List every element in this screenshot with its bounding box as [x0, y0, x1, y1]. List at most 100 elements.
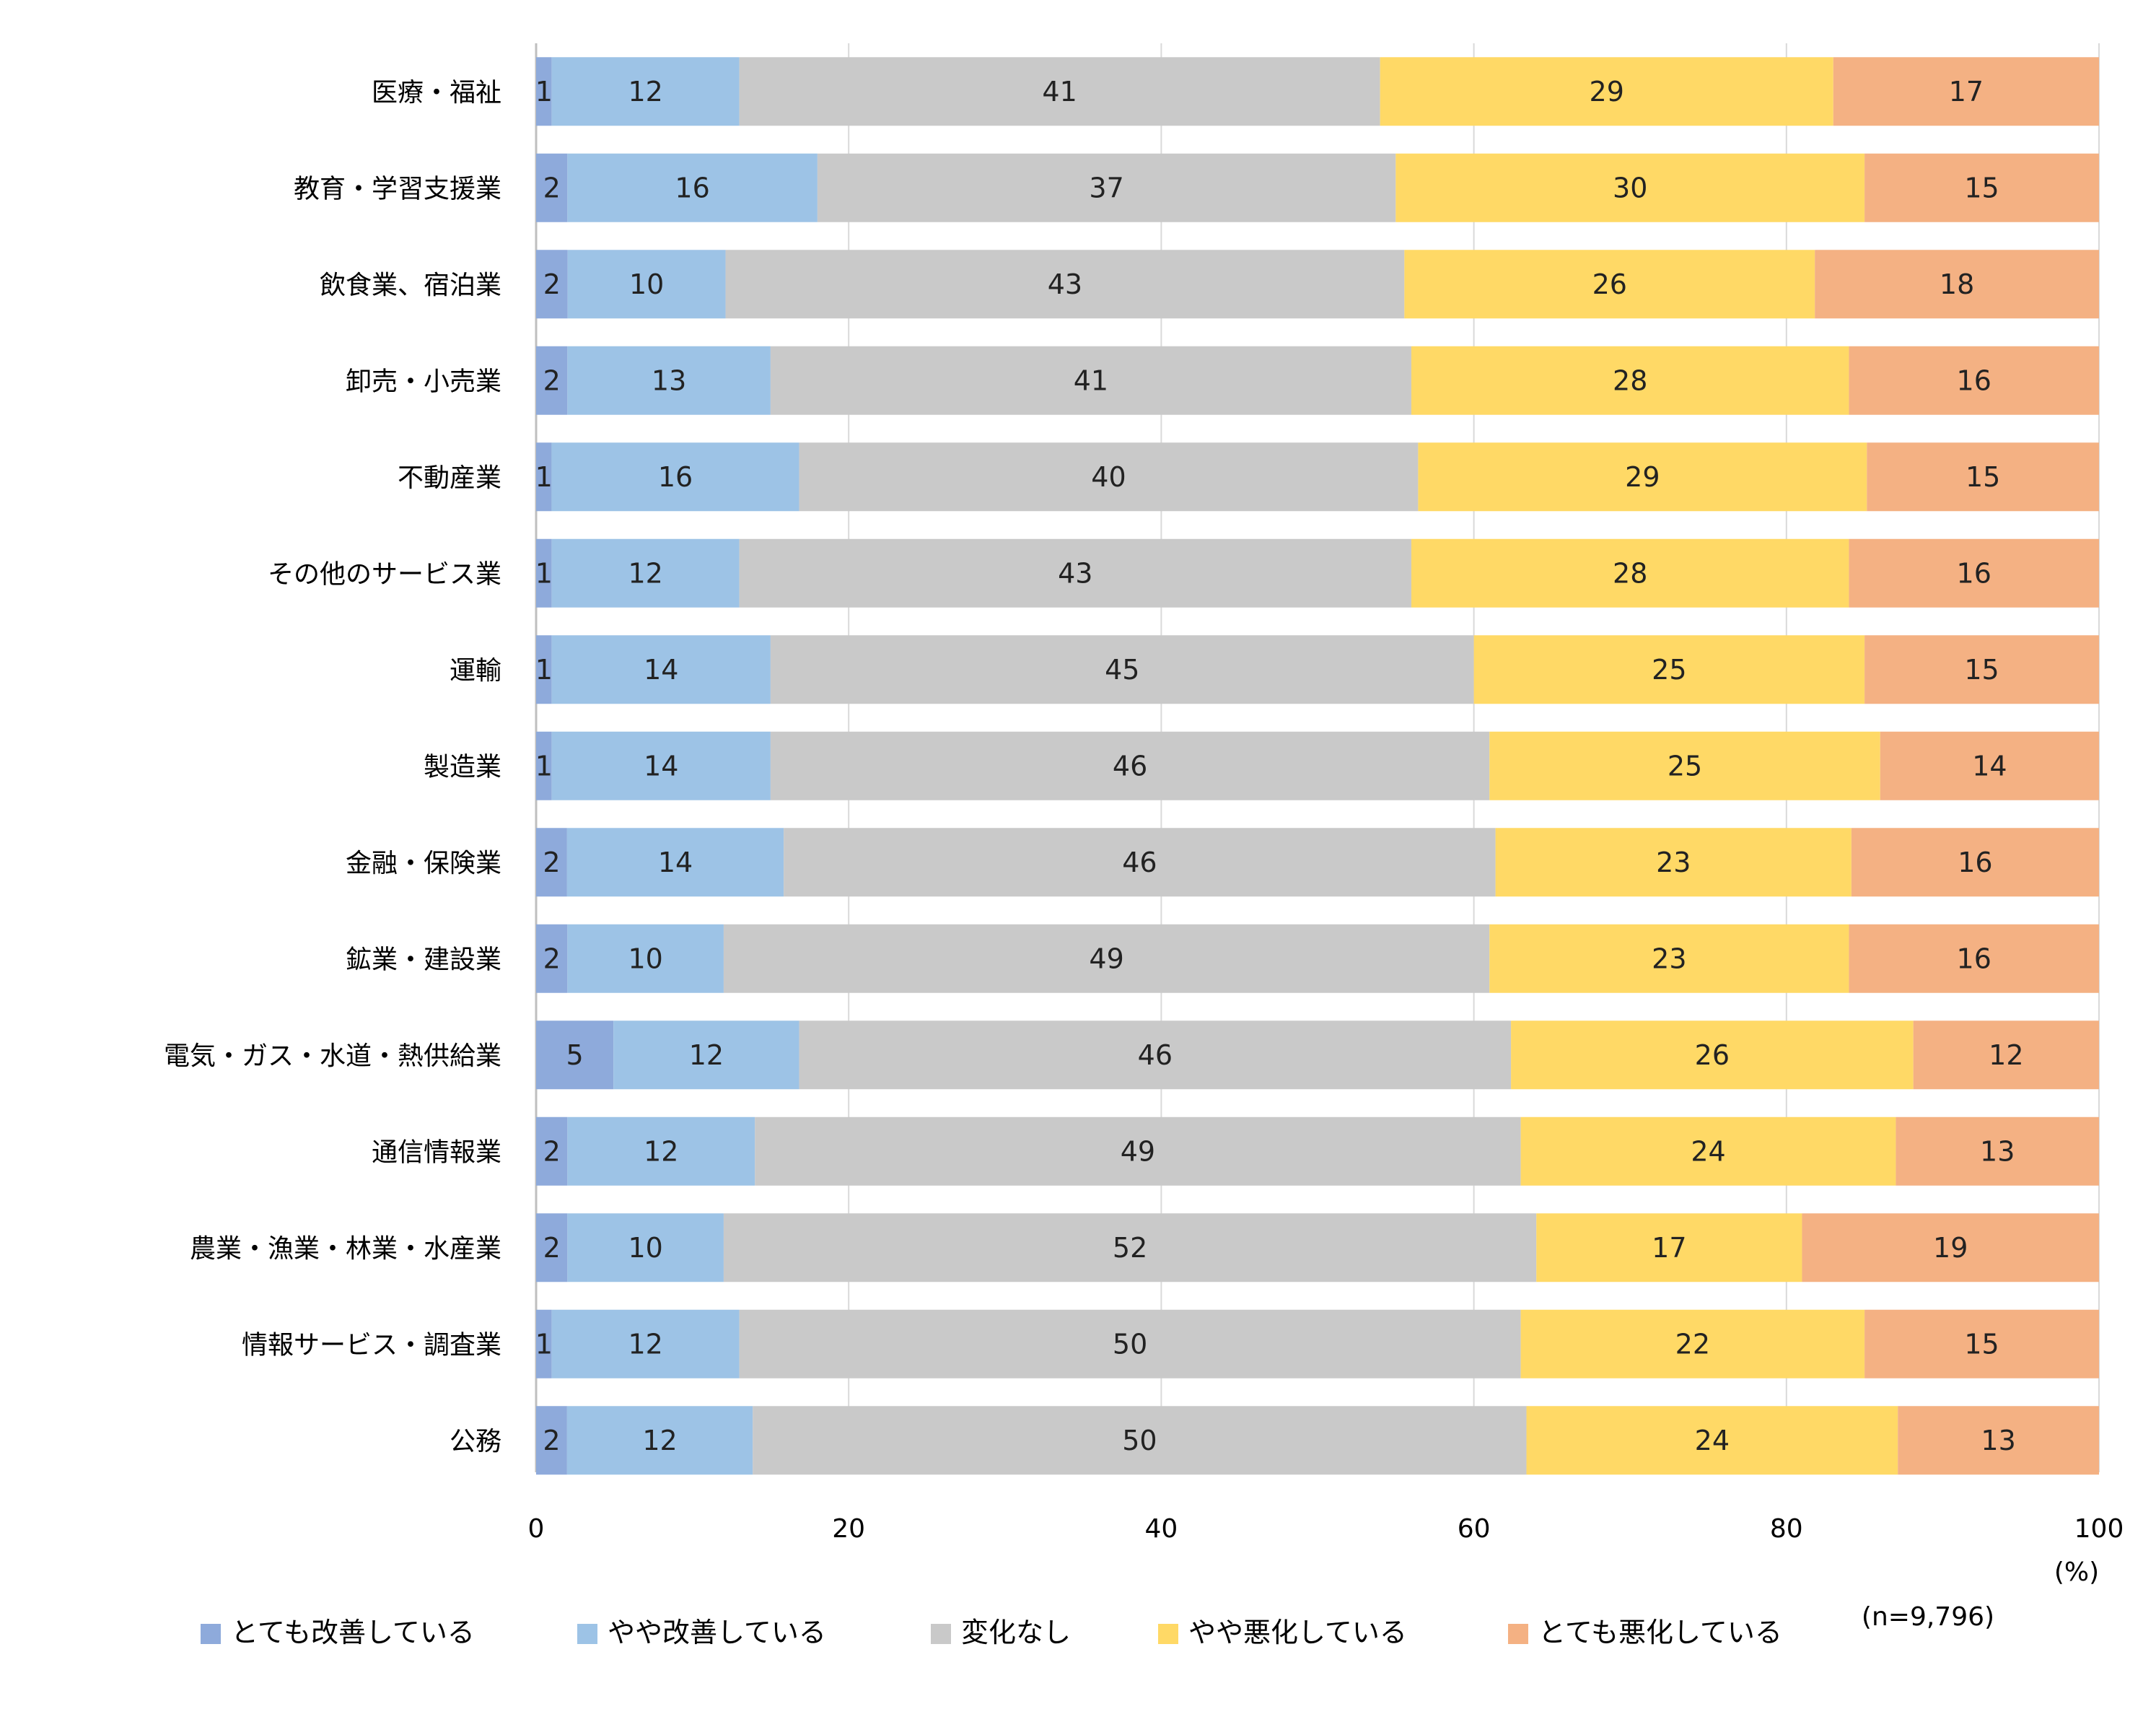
bar-segment: [536, 828, 567, 897]
category-label: 金融・保険業: [346, 849, 501, 878]
x-tick-label: 100: [2074, 1514, 2124, 1544]
bar-segment: [1411, 538, 1849, 608]
x-tick-label: 40: [1144, 1514, 1178, 1544]
data-label: 15: [1964, 1328, 1999, 1360]
x-tick-label: 0: [528, 1514, 545, 1544]
bar-segment: [551, 1309, 740, 1378]
bar-segment: [536, 1116, 568, 1186]
bar-segment: [1913, 1020, 2099, 1090]
data-label: 14: [644, 654, 678, 686]
category-label: 電気・ガス・水道・熱供給業: [164, 1041, 501, 1071]
data-label: 29: [1590, 76, 1624, 108]
bar-segment: [1520, 1309, 1865, 1378]
data-label: 37: [1089, 172, 1123, 204]
sample-size-note: (n=9,796): [1862, 1602, 1994, 1632]
category-label: 飲食業、宿泊業: [320, 271, 501, 300]
legend-label: やや悪化している: [1188, 1617, 1407, 1648]
data-label: 12: [644, 1135, 678, 1167]
data-label: 1: [535, 750, 553, 782]
data-label: 16: [1957, 943, 1991, 974]
data-label: 12: [689, 1039, 724, 1071]
bar-segment: [536, 731, 552, 800]
data-label: 2: [543, 268, 561, 300]
data-label: 1: [535, 1328, 553, 1360]
data-label: 22: [1675, 1328, 1710, 1360]
data-label: 1: [535, 76, 553, 108]
data-label: 16: [1957, 557, 1991, 589]
bar-segment: [1380, 57, 1833, 126]
category-label: 鉱業・建設業: [346, 945, 501, 974]
bar-segment: [770, 731, 1490, 800]
data-label: 1: [535, 557, 553, 589]
data-label: 30: [1613, 172, 1647, 204]
bar-segment: [536, 1213, 568, 1282]
bar-segment: [536, 442, 552, 512]
legend-label: 変化なし: [961, 1617, 1071, 1648]
bar-segment: [1489, 924, 1849, 993]
data-label: 15: [1964, 654, 1999, 686]
data-label: 14: [658, 847, 693, 878]
data-label: 5: [566, 1039, 584, 1071]
legend-label: とても改善している: [231, 1617, 475, 1648]
bar-segment: [1880, 731, 2099, 800]
bar-segment: [799, 442, 1419, 512]
bar-segment: [1867, 442, 2099, 512]
data-label: 41: [1042, 76, 1077, 108]
category-label: 不動産業: [398, 463, 501, 493]
data-label: 24: [1695, 1425, 1730, 1456]
data-label: 17: [1949, 76, 1984, 108]
category-label: 公務: [450, 1427, 501, 1456]
bar-segment: [551, 538, 740, 608]
legend-label: やや改善している: [608, 1617, 826, 1648]
bar-segment: [1864, 153, 2099, 222]
bar-segment: [536, 538, 552, 608]
data-label: 13: [652, 364, 686, 396]
bar-segment: [739, 1309, 1521, 1378]
data-label: 23: [1656, 847, 1691, 878]
bar-segment: [536, 1020, 614, 1090]
data-label: 13: [1981, 1425, 2015, 1456]
x-tick-label: 20: [832, 1514, 865, 1544]
bar-segment: [1864, 1309, 2099, 1378]
bar-segment: [567, 1213, 724, 1282]
x-axis-unit: (%): [2054, 1557, 2099, 1587]
bar-segment: [817, 153, 1396, 222]
bar-segment: [566, 1406, 753, 1475]
data-label: 23: [1652, 943, 1686, 974]
bar-segment: [1849, 538, 2099, 608]
bar-segment: [1898, 1406, 2099, 1475]
data-label: 16: [1957, 364, 1991, 396]
category-label: 教育・学習支援業: [294, 174, 501, 204]
bar-segment: [567, 153, 818, 222]
data-label: 2: [543, 1135, 561, 1167]
bar-segment: [1520, 1116, 1896, 1186]
legend-label: とても悪化している: [1538, 1617, 1782, 1648]
bar-segment: [784, 828, 1496, 897]
bar-segment: [536, 635, 552, 704]
bar-segment: [770, 635, 1474, 704]
bar-segment: [1849, 346, 2099, 415]
bar-segment: [799, 1020, 1512, 1090]
x-tick-label: 60: [1458, 1514, 1491, 1544]
bar-segment: [1851, 828, 2099, 897]
legend-swatch: [1508, 1624, 1528, 1644]
data-label: 25: [1652, 654, 1686, 686]
bar-segment: [536, 1309, 552, 1378]
bar-segment: [567, 1116, 755, 1186]
category-label: 農業・漁業・林業・水産業: [190, 1234, 501, 1264]
category-label: 通信情報業: [372, 1137, 501, 1167]
bar-segment: [1404, 250, 1815, 319]
bar-segment: [770, 346, 1411, 415]
bar-segment: [1815, 250, 2099, 319]
bar-segment: [1511, 1020, 1914, 1090]
data-label: 2: [543, 1425, 560, 1456]
data-label: 28: [1613, 557, 1647, 589]
data-label: 2: [543, 943, 561, 974]
data-label: 16: [1958, 847, 1992, 878]
bar-segment: [753, 1406, 1527, 1475]
data-label: 46: [1122, 847, 1157, 878]
data-label: 46: [1138, 1039, 1173, 1071]
data-label: 2: [543, 364, 561, 396]
data-label: 45: [1105, 654, 1139, 686]
data-label: 49: [1121, 1135, 1155, 1167]
